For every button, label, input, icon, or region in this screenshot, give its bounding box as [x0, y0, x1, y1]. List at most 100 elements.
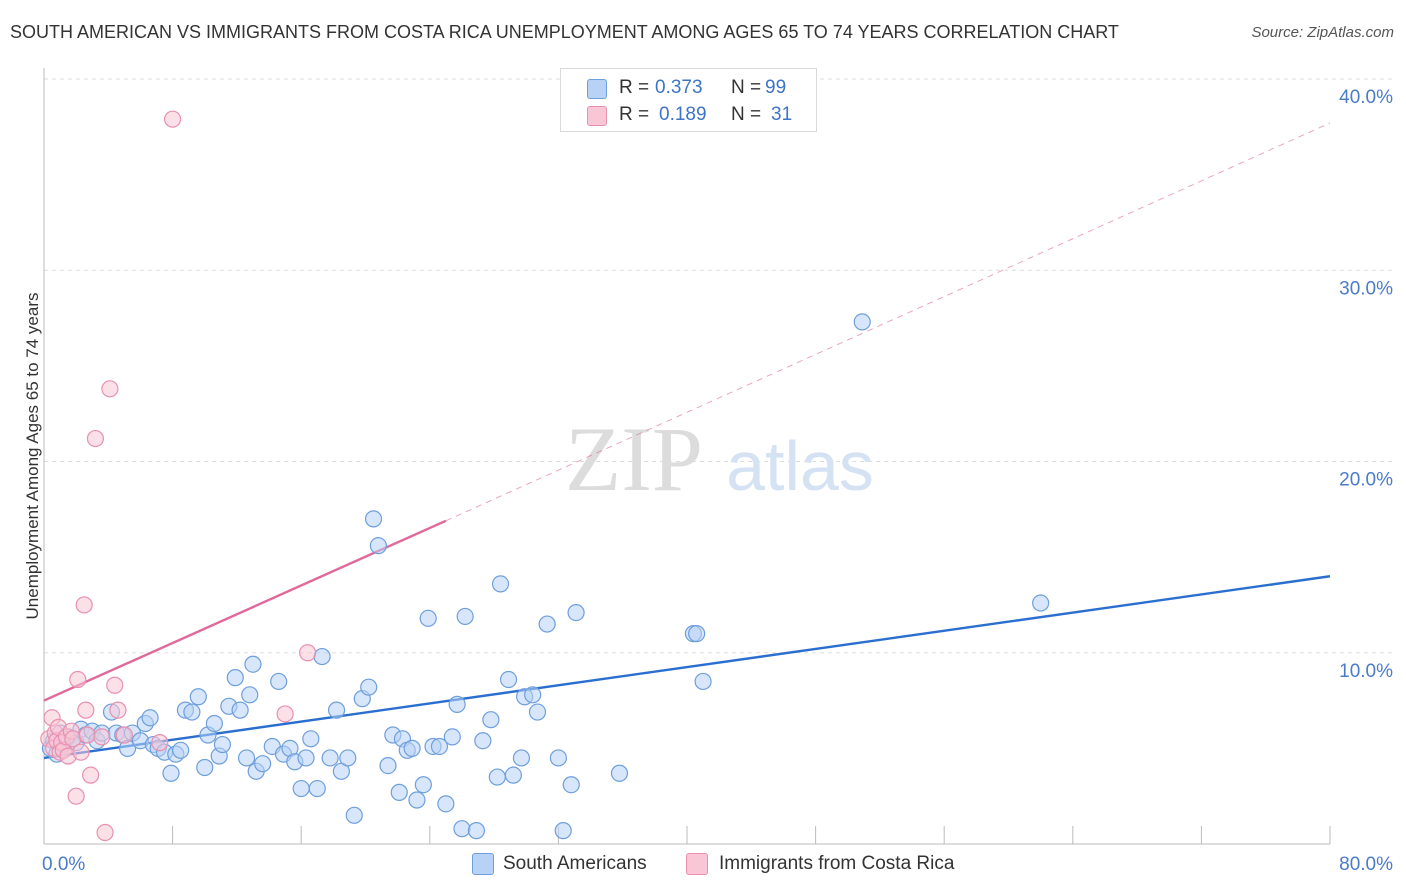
point-south-americans [491, 575, 510, 593]
point-south-americans [610, 764, 629, 782]
point-south-americans [172, 741, 190, 759]
point-south-americans [226, 669, 244, 687]
point-south-americans [327, 701, 346, 719]
data-points [40, 110, 1050, 842]
point-south-americans [237, 749, 256, 767]
point-south-americans [512, 749, 531, 767]
y-tick-label: 10.0% [1339, 661, 1393, 682]
watermark-zip: ZIP [565, 408, 703, 510]
bottom-legend-costa-rica: Immigrants from Costa Rica [686, 852, 986, 876]
legend-n-label: N = [731, 104, 762, 125]
point-costa-rica [164, 110, 182, 128]
point-costa-rica [151, 734, 169, 752]
legend-swatch-south-americans [587, 79, 607, 99]
legend-r-value: 0.189 [659, 104, 707, 125]
point-south-americans [364, 510, 383, 528]
point-south-americans [430, 737, 449, 756]
point-costa-rica [96, 823, 114, 842]
point-south-americans [567, 603, 585, 622]
point-south-americans [141, 709, 159, 727]
point-costa-rica [276, 705, 294, 723]
bottom-legend-south-americans: South Americans [472, 852, 672, 876]
tick-labels: 10.0% 20.0% 30.0% 40.0% 0.0% 80.0% [42, 87, 1393, 875]
point-south-americans [360, 678, 378, 696]
point-south-americans [437, 795, 455, 813]
y-tick-label: 40.0% [1339, 87, 1393, 108]
legend-swatch-costa-rica [587, 106, 607, 126]
point-south-americans [302, 730, 320, 748]
point-costa-rica [78, 726, 97, 744]
y-axis-label: Unemployment Among Ages 65 to 74 years [23, 292, 42, 620]
point-south-americans [408, 791, 426, 809]
point-south-americans [390, 783, 408, 801]
point-costa-rica [299, 644, 317, 662]
point-south-americans [688, 625, 706, 643]
point-south-americans [524, 686, 542, 704]
bottom-swatch-costa-rica [686, 853, 708, 875]
point-costa-rica [67, 787, 85, 805]
point-south-americans [504, 766, 522, 784]
point-south-americans [369, 537, 387, 555]
point-south-americans [419, 609, 437, 627]
x-tick-label: 0.0% [42, 854, 85, 875]
watermark: ZIP atlas [565, 408, 874, 510]
legend-n-label: N = [731, 77, 762, 98]
point-south-americans [538, 615, 556, 633]
point-south-americans [467, 822, 486, 840]
point-costa-rica [69, 670, 87, 689]
point-south-americans [528, 703, 547, 721]
legend-r-label: R = [619, 104, 650, 125]
point-south-americans [292, 779, 310, 798]
trend-line-south-americans [43, 575, 1331, 760]
point-south-americans [162, 764, 180, 782]
point-south-americans [231, 701, 249, 719]
point-south-americans [297, 749, 315, 767]
point-south-americans [562, 776, 580, 794]
point-south-americans [456, 607, 474, 626]
point-south-americans [196, 758, 214, 777]
bottom-swatch-south-americans [472, 853, 494, 875]
legend-row-south-americans: R = 0.373 N = 99 [561, 75, 816, 101]
point-south-americans [308, 779, 326, 798]
y-tick-label: 20.0% [1339, 470, 1393, 491]
bottom-legend-label: South Americans [503, 853, 647, 874]
point-south-americans [488, 768, 506, 786]
x-tick-label: 80.0% [1339, 854, 1393, 875]
point-costa-rica [75, 596, 93, 614]
point-costa-rica [115, 726, 133, 744]
point-south-americans [213, 735, 232, 754]
chart-source: Source: ZipAtlas.com [1251, 24, 1394, 41]
point-south-americans [183, 703, 201, 721]
point-south-americans [499, 670, 518, 689]
point-south-americans [241, 686, 259, 704]
point-south-americans [453, 820, 471, 838]
trend-line-costa-rica-extension [445, 122, 1331, 522]
point-south-americans [403, 739, 421, 757]
point-south-americans [443, 728, 461, 746]
point-south-americans [549, 749, 568, 767]
point-south-americans [694, 672, 712, 691]
point-south-americans [321, 749, 339, 767]
gridlines [44, 78, 1395, 654]
point-costa-rica [101, 380, 119, 398]
legend-r-value: 0.373 [655, 77, 703, 98]
point-costa-rica [86, 429, 105, 448]
watermark-atlas: atlas [726, 427, 874, 505]
point-costa-rica [109, 701, 127, 719]
point-costa-rica [93, 728, 111, 746]
point-costa-rica [82, 766, 100, 784]
point-south-americans [339, 749, 357, 767]
point-south-americans [1032, 594, 1050, 612]
point-costa-rica [72, 743, 90, 761]
point-south-americans [448, 695, 466, 713]
legend-row-costa-rica: R = 0.189 N = 31 [561, 102, 816, 128]
bottom-legend-label: Immigrants from Costa Rica [719, 853, 955, 874]
point-south-americans [244, 655, 262, 673]
point-south-americans [254, 755, 272, 773]
correlation-legend: R = 0.373 N = 99 R = 0.189 N = 31 [560, 68, 817, 132]
point-south-americans [270, 672, 288, 691]
point-south-americans [205, 714, 223, 733]
chart-title: SOUTH AMERICAN VS IMMIGRANTS FROM COSTA … [10, 22, 1119, 42]
legend-n-value: 99 [765, 77, 787, 98]
